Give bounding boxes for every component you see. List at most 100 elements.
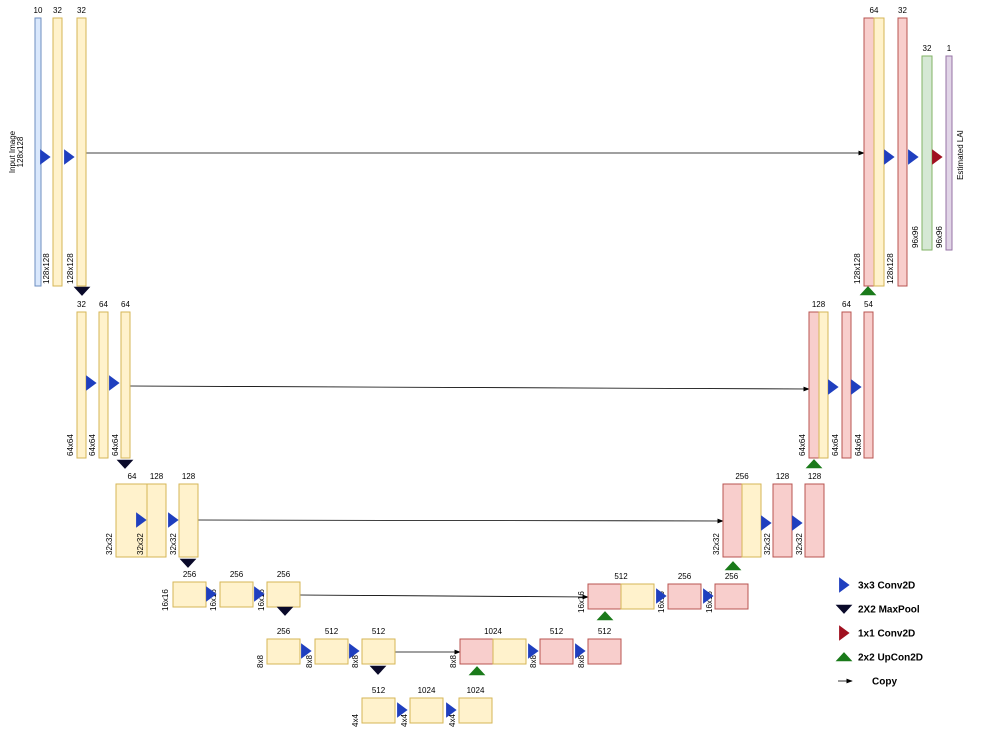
feature-block <box>863 17 875 287</box>
legend-icon <box>839 577 850 593</box>
channel-label: 128 <box>776 472 790 481</box>
legend-icon <box>835 604 853 614</box>
size-label: 16x16 <box>161 589 170 611</box>
legend-label: 2X2 MaxPool <box>858 605 920 616</box>
channel-label: 256 <box>735 472 749 481</box>
feature-block <box>841 311 852 459</box>
channel-label: 64 <box>842 300 851 309</box>
feature-block <box>921 55 933 251</box>
legend-icon <box>835 652 853 662</box>
size-label: 32x32 <box>136 533 145 555</box>
feature-block <box>492 638 527 665</box>
size-label: 128x128 <box>66 253 75 284</box>
channel-label: 64 <box>128 472 137 481</box>
legend-icon <box>839 625 850 641</box>
channel-label: 1 <box>947 44 952 53</box>
feature-block <box>361 638 396 665</box>
feature-block <box>409 697 444 724</box>
size-label: 8x8 <box>305 655 314 668</box>
feature-block <box>361 697 396 724</box>
channel-label: 32 <box>77 6 86 15</box>
size-label: 16x16 <box>577 591 586 613</box>
feature-block <box>266 638 301 665</box>
channel-label: 256 <box>277 570 291 579</box>
conv-arrow <box>761 515 772 531</box>
size-label: 32x32 <box>105 533 114 555</box>
input-label: Input Image <box>8 130 17 173</box>
size-label: 128x128 <box>886 253 895 284</box>
feature-block <box>314 638 349 665</box>
legend-label: 1x1 Conv2D <box>858 629 915 640</box>
size-label: 8x8 <box>449 655 458 668</box>
legend-label: Copy <box>872 677 897 688</box>
channel-label: 512 <box>550 627 564 636</box>
copy-arrow <box>129 385 810 392</box>
channel-label: 64 <box>121 300 130 309</box>
feature-block <box>587 583 622 610</box>
size-label: 16x16 <box>209 589 218 611</box>
size-label: 64x64 <box>111 434 120 456</box>
channel-label: 1024 <box>467 686 485 695</box>
size-label: 4x4 <box>400 714 409 727</box>
conv-arrow <box>64 149 75 165</box>
size-label: 16x16 <box>657 591 666 613</box>
channel-label: 64 <box>870 6 879 15</box>
feature-block <box>120 311 131 459</box>
feature-block <box>459 638 494 665</box>
size-label: 4x4 <box>448 714 457 727</box>
channel-label: 512 <box>372 686 386 695</box>
channel-label: 32 <box>923 44 932 53</box>
size-label: 32x32 <box>763 533 772 555</box>
feature-block <box>714 583 749 610</box>
conv-arrow <box>884 149 895 165</box>
conv-arrow <box>703 588 714 604</box>
feature-block <box>146 483 167 558</box>
feature-block <box>804 483 825 558</box>
conv-arrow <box>86 375 97 391</box>
maxpool-arrow <box>73 286 91 296</box>
channel-label: 1024 <box>484 627 502 636</box>
feature-block <box>98 311 109 459</box>
feature-block <box>539 638 574 665</box>
channel-label: 256 <box>725 572 739 581</box>
upconv-arrow <box>596 611 614 621</box>
size-label: 8x8 <box>529 655 538 668</box>
feature-block <box>620 583 655 610</box>
legend-label: 3x3 Conv2D <box>858 581 915 592</box>
conv-arrow <box>349 643 360 659</box>
size-label: 96x96 <box>911 226 920 248</box>
size-label: 64x64 <box>854 434 863 456</box>
maxpool-arrow <box>276 606 294 616</box>
feature-block <box>76 17 87 287</box>
copy-arrow <box>299 594 589 600</box>
channel-label: 128 <box>808 472 822 481</box>
feature-block <box>897 17 908 287</box>
feature-block <box>772 483 793 558</box>
channel-label: 1024 <box>418 686 436 695</box>
size-label: 8x8 <box>351 655 360 668</box>
feature-block <box>863 311 874 459</box>
channel-label: 256 <box>230 570 244 579</box>
final-conv-arrow <box>932 149 943 165</box>
channel-label: 64 <box>99 300 108 309</box>
conv-arrow <box>528 643 539 659</box>
upconv-arrow <box>805 459 823 469</box>
channel-label: 256 <box>277 627 291 636</box>
size-label: 16x16 <box>705 591 714 613</box>
size-label: 32x32 <box>795 533 804 555</box>
conv-arrow <box>397 702 408 718</box>
conv-arrow <box>908 149 919 165</box>
conv-arrow <box>656 588 667 604</box>
conv-arrow <box>575 643 586 659</box>
input-label: 128x128 <box>16 136 25 167</box>
output-label: Estimated LAI <box>956 130 965 180</box>
conv-arrow <box>109 375 120 391</box>
channel-label: 512 <box>372 627 386 636</box>
conv-arrow <box>136 512 147 528</box>
feature-block <box>587 638 622 665</box>
feature-block <box>266 581 301 608</box>
size-label: 64x64 <box>831 434 840 456</box>
conv-arrow <box>206 586 217 602</box>
size-label: 4x4 <box>351 714 360 727</box>
channel-label: 10 <box>34 6 43 15</box>
